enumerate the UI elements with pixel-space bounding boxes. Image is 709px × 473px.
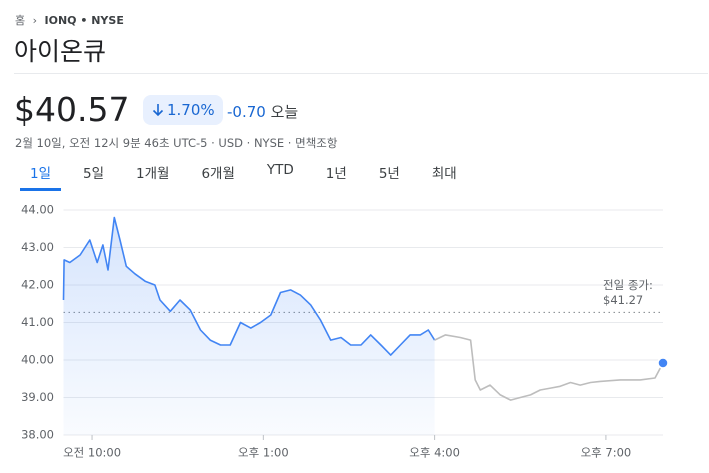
- previous-close-value: $41.27: [603, 293, 643, 307]
- range-tab[interactable]: YTD: [266, 162, 294, 178]
- change-period: 오늘: [270, 103, 299, 121]
- range-tabs: 1일 5일 1개월 6개월 YTD 1년 5년 최대: [20, 162, 479, 191]
- y-tick-label: 42.00: [21, 278, 54, 292]
- y-tick-label: 39.00: [21, 390, 54, 404]
- range-tab[interactable]: 최대: [431, 166, 457, 182]
- y-tick-label: 41.00: [21, 315, 54, 329]
- change: -0.70 오늘: [227, 101, 298, 122]
- range-tab[interactable]: 1일: [20, 162, 62, 191]
- range-tab[interactable]: 5년: [378, 166, 400, 182]
- y-tick-label: 38.00: [21, 428, 54, 442]
- x-tick-label: 오후 4:00: [409, 446, 460, 460]
- y-tick-label: 43.00: [21, 240, 54, 254]
- x-tick-label: 오전 10:00: [63, 446, 121, 460]
- change-percent: 1.70%: [167, 101, 215, 119]
- change-badge: 1.70%: [143, 95, 223, 125]
- breadcrumb: 홈 › IONQ • NYSE: [15, 14, 124, 27]
- y-tick-label: 44.00: [21, 203, 54, 217]
- y-tick-label: 40.00: [21, 353, 54, 367]
- range-tab[interactable]: 1년: [325, 166, 347, 182]
- price: $40.57: [14, 90, 130, 129]
- info-line: 2월 10일, 오전 12시 9분 46초 UTC-5 · USD · NYSE…: [15, 136, 338, 150]
- stock-title: 아이온큐: [14, 37, 107, 66]
- range-tab[interactable]: 6개월: [201, 166, 235, 182]
- range-tab[interactable]: 1개월: [136, 166, 170, 182]
- divider: [14, 73, 708, 74]
- previous-close-label: 전일 종가:: [603, 278, 653, 292]
- price-line: [62, 216, 436, 356]
- down-arrow: [152, 104, 164, 117]
- x-tick-label: 오후 7:00: [581, 446, 632, 460]
- x-tick-label: 오후 1:00: [238, 446, 289, 460]
- change-value: -0.70: [227, 103, 266, 121]
- area-fill: [63, 217, 435, 435]
- breadcrumb-home[interactable]: 홈: [15, 14, 26, 27]
- current-point: [657, 357, 669, 369]
- breadcrumb-ticker[interactable]: IONQ • NYSE: [44, 14, 124, 27]
- range-tab[interactable]: 5일: [83, 166, 105, 182]
- price-line: [434, 334, 664, 401]
